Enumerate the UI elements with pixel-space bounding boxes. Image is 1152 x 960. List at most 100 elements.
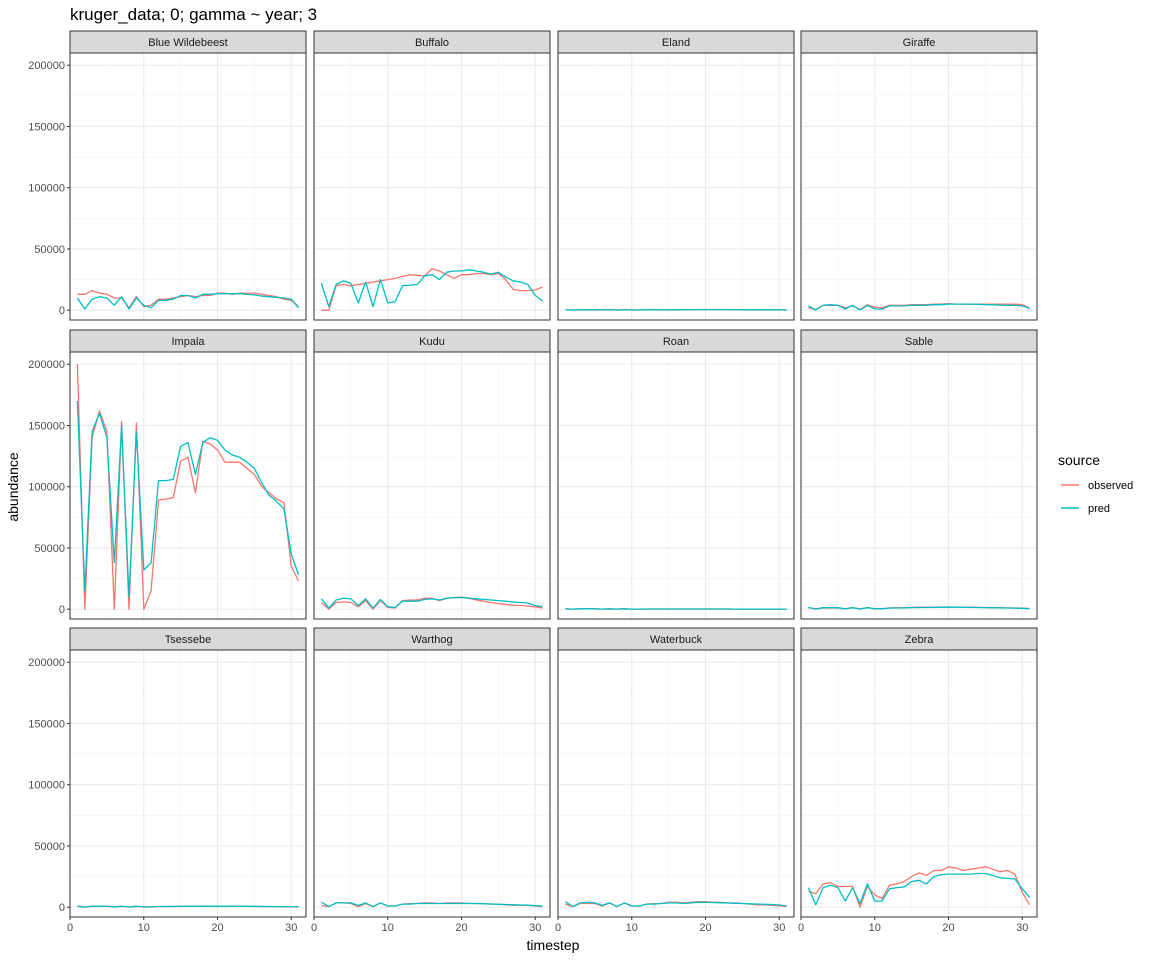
- strip-background: [557, 627, 795, 651]
- y-tick-label: 100000: [28, 780, 65, 792]
- panel-background: [558, 53, 794, 320]
- facet-eland: Eland: [557, 30, 795, 321]
- strip-background: [557, 30, 795, 54]
- strip-label: Zebra: [905, 634, 935, 646]
- strip-background: [313, 627, 551, 651]
- panel-background: [558, 650, 794, 917]
- gridlines: [313, 352, 550, 619]
- strip-background: [69, 329, 307, 353]
- facet-zebra: Zebra 0 10 20 30: [798, 627, 1038, 934]
- legend-entry-observed: observed: [1061, 480, 1133, 492]
- panel-background: [314, 53, 550, 320]
- strip-label: Blue Wildebeest: [148, 37, 228, 49]
- strip-label: Giraffe: [903, 37, 936, 49]
- panel-background: [314, 352, 550, 619]
- y-tick-label: 150000: [28, 718, 65, 730]
- x-tick-label: 0: [798, 922, 804, 934]
- y-tick-label: 50000: [34, 244, 65, 256]
- y-tick-label: 0: [59, 902, 65, 914]
- strip-label: Impala: [171, 336, 205, 348]
- strip-label: Kudu: [419, 336, 445, 348]
- panel-background: [558, 352, 794, 619]
- x-tick-label: 0: [67, 922, 73, 934]
- y-tick-label: 50000: [34, 841, 65, 853]
- strip-background: [800, 329, 1038, 353]
- panel-background: [801, 650, 1037, 917]
- strip-background: [313, 329, 551, 353]
- series-line-pred: [565, 308, 787, 311]
- y-tick-label: 200000: [28, 657, 65, 669]
- strip-label: Waterbuck: [650, 634, 703, 646]
- facet-blue-wildebeest: Blue Wildebeest 0 50000 100000 150000 200000: [28, 30, 307, 321]
- y-tick-label: 100000: [28, 482, 65, 494]
- facet-sable: Sable: [800, 329, 1038, 620]
- facet-warthog: Warthog 0 10 20 30: [311, 627, 551, 934]
- panel-background: [70, 650, 306, 917]
- chart-title: kruger_data; 0; gamma ~ year; 3: [70, 5, 317, 24]
- legend-entry-pred: pred: [1061, 503, 1110, 515]
- series-line-pred: [320, 596, 543, 609]
- series-line-pred: [321, 901, 543, 908]
- series-line-pred: [808, 606, 1030, 610]
- series-line-pred: [320, 269, 543, 308]
- gridlines: [800, 53, 1037, 320]
- series-line-pred: [807, 872, 1031, 906]
- y-tick-label: 50000: [34, 543, 65, 555]
- x-tick-label: 0: [311, 922, 317, 934]
- facet-buffalo: Buffalo: [313, 30, 551, 321]
- series-line-observed: [76, 364, 300, 610]
- series-line-observed: [321, 267, 543, 311]
- x-tick-label: 20: [942, 922, 954, 934]
- x-tick-label: 0: [555, 922, 561, 934]
- x-axis-title: timestep: [527, 937, 580, 953]
- facet-kudu: Kudu: [313, 329, 551, 620]
- gridlines: [69, 650, 306, 917]
- series-line-pred: [565, 901, 787, 908]
- facet-giraffe: Giraffe: [800, 30, 1038, 321]
- series-line-observed: [808, 866, 1031, 908]
- panel-background: [70, 352, 306, 619]
- panel-background: [801, 352, 1037, 619]
- strip-background: [69, 30, 307, 54]
- facet-waterbuck: Waterbuck 0 10 20 30: [555, 627, 795, 934]
- strip-background: [557, 329, 795, 353]
- y-tick-label: 200000: [28, 60, 65, 72]
- gridlines: [313, 53, 550, 320]
- legend-label-observed: observed: [1088, 480, 1133, 492]
- panel-background: [801, 53, 1037, 320]
- strip-background: [69, 627, 307, 651]
- x-tick-label: 30: [773, 922, 785, 934]
- series-line-pred: [76, 293, 300, 310]
- strip-label: Warthog: [411, 634, 452, 646]
- series-line-pred: [77, 905, 299, 908]
- legend-title: source: [1058, 452, 1100, 468]
- strip-label: Tsessebe: [165, 634, 211, 646]
- series-line-pred: [808, 303, 1030, 311]
- strip-label: Sable: [905, 336, 933, 348]
- facet-impala: Impala 0 50000 100000 150000 200000: [28, 329, 307, 620]
- y-axis-title: abundance: [5, 452, 21, 522]
- facet-panels: Blue Wildebeest050000100000150000200000B…: [28, 30, 1038, 934]
- strip-background: [800, 30, 1038, 54]
- x-tick-label: 20: [455, 922, 467, 934]
- y-tick-label: 100000: [28, 183, 65, 195]
- panel-background: [314, 650, 550, 917]
- panel-background: [70, 53, 306, 320]
- x-tick-label: 10: [382, 922, 394, 934]
- strip-label: Roan: [663, 336, 689, 348]
- strip-label: Eland: [662, 37, 690, 49]
- y-tick-label: 0: [59, 604, 65, 616]
- facet-roan: Roan: [557, 329, 795, 620]
- x-tick-label: 10: [626, 922, 638, 934]
- y-tick-label: 0: [59, 305, 65, 317]
- strip-background: [800, 627, 1038, 651]
- strip-background: [313, 30, 551, 54]
- x-tick-label: 30: [1016, 922, 1028, 934]
- y-tick-label: 150000: [28, 121, 65, 133]
- gridlines: [69, 53, 306, 320]
- series-line-pred: [76, 400, 300, 598]
- x-tick-label: 20: [699, 922, 711, 934]
- x-tick-label: 10: [869, 922, 881, 934]
- legend-label-pred: pred: [1088, 503, 1110, 515]
